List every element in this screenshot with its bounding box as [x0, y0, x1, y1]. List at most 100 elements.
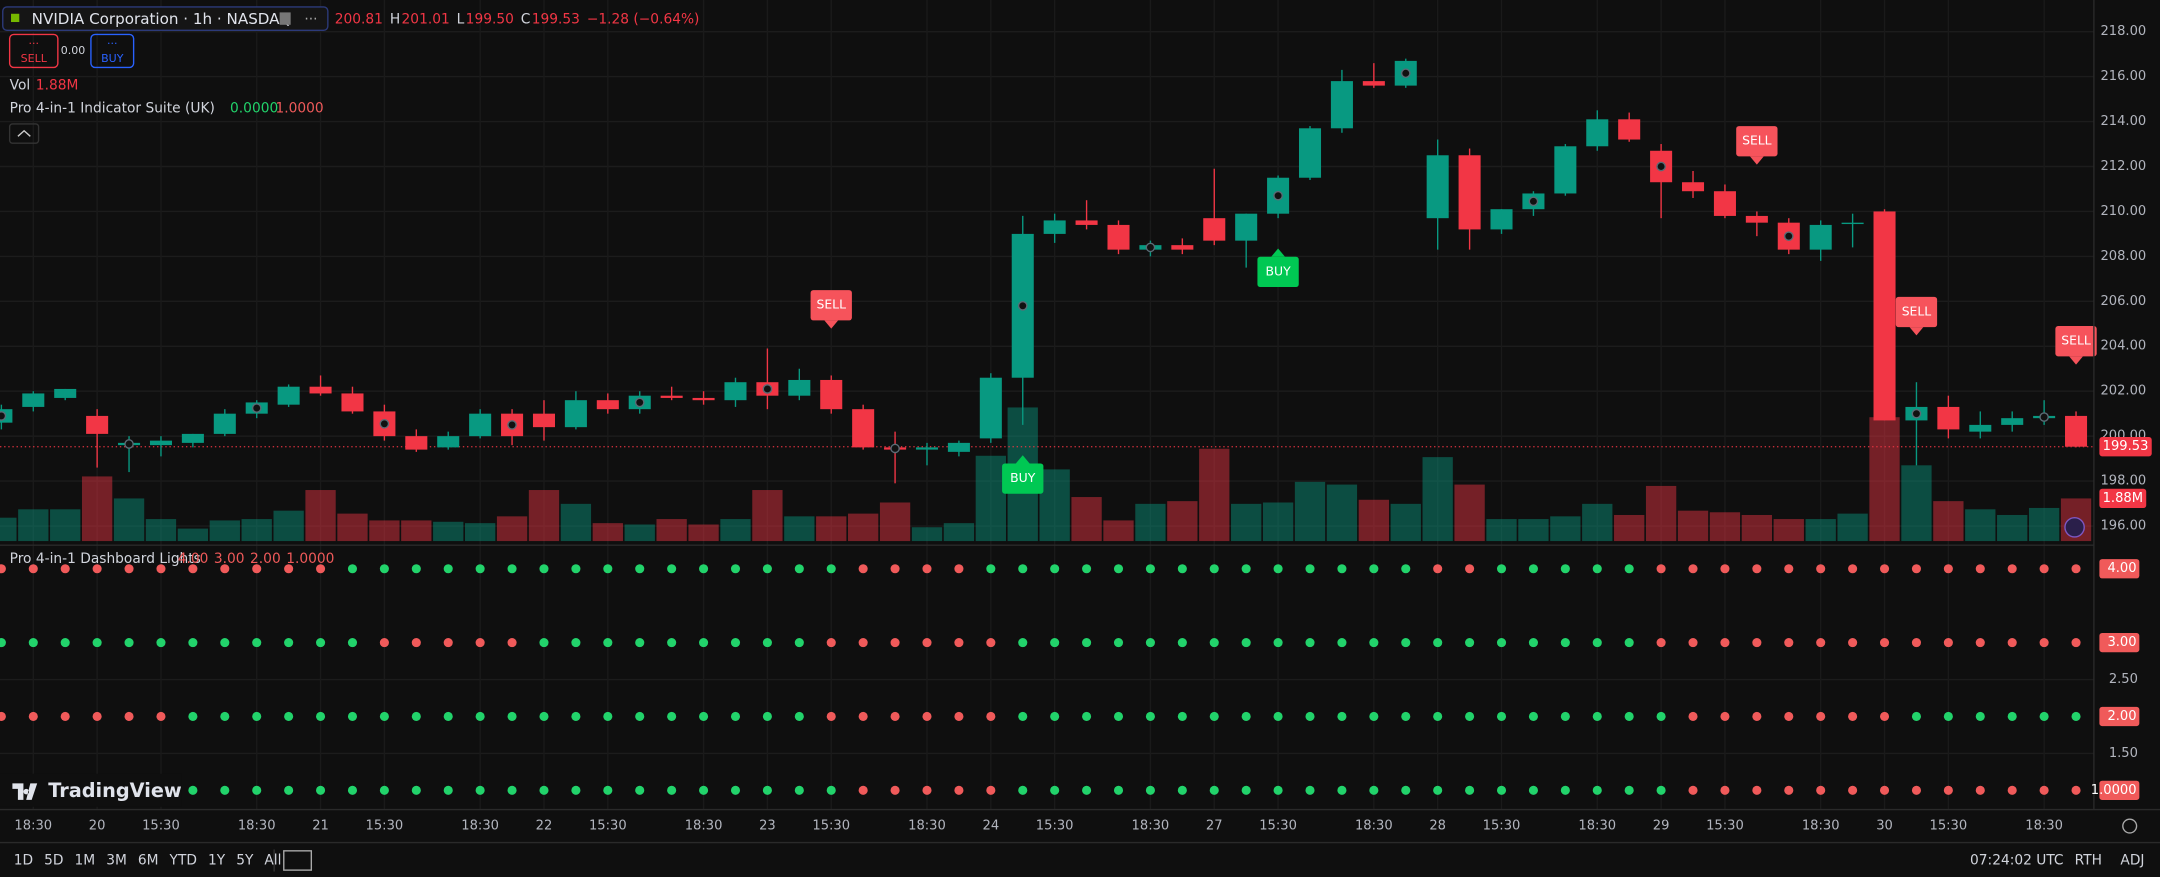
buy-quote: ···: [107, 37, 118, 50]
volume-bar: [433, 521, 464, 542]
signal-badge: [810, 290, 852, 321]
signal-dot: [794, 711, 804, 722]
signal-dot: [986, 638, 996, 648]
volume-bar: [1933, 501, 1964, 542]
signal-dot: [252, 711, 262, 722]
signal-dot: [1050, 638, 1060, 648]
candle-body: [1426, 155, 1449, 219]
signal-badge: [1895, 296, 1938, 328]
y-tick-label: 202.00: [2100, 384, 2146, 399]
signal-dot: [1401, 785, 1411, 795]
signal-dot: [284, 785, 294, 795]
volume-bar: [81, 476, 113, 542]
x-tick-label: 18:30: [2025, 819, 2063, 834]
range-button[interactable]: 1D: [14, 852, 33, 868]
signal-dot: [1273, 564, 1283, 574]
signal-dot: [762, 638, 772, 648]
signal-dot: [1496, 564, 1507, 574]
time-axis: 18:30 20 15:30 18:30 21 15:30 18:30 22 15:30 18:3…: [14, 819, 2063, 834]
signal-dot: [667, 711, 677, 722]
signal-dot: [635, 711, 645, 722]
sell-button[interactable]: [8, 33, 59, 69]
signal-label: SELL: [1902, 303, 1932, 318]
signal-dot: [1401, 564, 1411, 574]
volume-bar: [528, 490, 560, 542]
signal-dot: [475, 785, 485, 795]
signal-dot: [699, 638, 709, 648]
candle-marker: [1145, 242, 1156, 253]
calendar-icon[interactable]: [283, 850, 313, 871]
logo: TradingView: [0, 773, 182, 807]
signal-dot: [1720, 638, 1730, 648]
more-icon[interactable]: ···: [304, 11, 317, 27]
signal-dot: [1848, 638, 1858, 648]
signal-dot: [1943, 711, 1953, 722]
settings-icon[interactable]: [2122, 818, 2138, 834]
level-label: 4.00: [2107, 561, 2136, 576]
signal-dot: [188, 564, 198, 574]
candle-body: [1873, 211, 1896, 421]
signal-dot: [1911, 711, 1921, 722]
range-button[interactable]: 5D: [44, 852, 63, 868]
signal-dot: [1816, 638, 1826, 648]
signal-dot: [1496, 785, 1507, 795]
signal-dot: [954, 638, 964, 648]
level-badge: [2099, 559, 2140, 579]
session[interactable]: RTH: [2075, 852, 2102, 868]
symbol[interactable]: NVIDIA Corporation · 1h · NASDAQ: [32, 10, 292, 28]
range-button[interactable]: 3M: [106, 852, 127, 868]
range-button[interactable]: 1Y: [208, 852, 226, 868]
quote-value: 199.53: [532, 11, 580, 27]
signal-dot: [699, 711, 709, 722]
signal-dot: [858, 711, 868, 722]
signal-dot: [1369, 785, 1379, 795]
range-button[interactable]: 5Y: [236, 852, 254, 868]
volume-bar: [1103, 520, 1134, 542]
x-tick-label: 18:30: [238, 819, 276, 834]
candle-body: [2001, 418, 2024, 425]
toolbar: 07:24:02 UTC RTH ADJ 1D 5D 1M 3M 6M YTD 1Y 5Y Al…: [14, 516, 2144, 872]
candle-body: [1937, 406, 1960, 430]
buy-button[interactable]: [90, 33, 135, 69]
x-tick-label: 18:30: [461, 819, 499, 834]
signal-dot: [316, 711, 326, 722]
signal-dot: [794, 564, 804, 574]
symbol-box[interactable]: [2, 6, 329, 31]
signal-dot: [156, 638, 166, 648]
signal-dot: [1337, 638, 1347, 648]
signal-dot: [1720, 711, 1730, 722]
candle-body: [1203, 218, 1226, 241]
clock[interactable]: 07:24:02 UTC: [1970, 852, 2064, 868]
signal-dot: [1816, 785, 1826, 795]
adjust[interactable]: ADJ: [2120, 852, 2144, 868]
volume-bar: [1869, 417, 1900, 542]
candle-body: [469, 413, 492, 437]
signal-dot: [1784, 711, 1794, 722]
volume-bar: [1486, 519, 1517, 542]
range-button[interactable]: All: [264, 852, 281, 868]
range-button[interactable]: 6M: [138, 852, 159, 868]
x-tick-label: 15:30: [1483, 819, 1521, 834]
signal-dot: [1465, 638, 1475, 648]
signal-dot: [507, 638, 517, 648]
signal-dot: [92, 711, 102, 722]
level-label: 3.00: [2107, 635, 2136, 650]
candle-body: [564, 400, 587, 428]
signal-dot: [1688, 564, 1698, 574]
range-button[interactable]: YTD: [169, 852, 197, 868]
signal-dot: [1848, 785, 1858, 795]
signal-dot: [826, 711, 836, 722]
candle-marker: [1400, 68, 1411, 79]
range-button[interactable]: 1M: [75, 852, 96, 868]
level-badge: [2099, 632, 2140, 653]
signal-dot: [411, 785, 421, 795]
signal-dot: [730, 564, 741, 574]
collapse-button[interactable]: [8, 123, 40, 144]
signal-dot: [986, 564, 996, 574]
last-price-label: 199.53: [2103, 439, 2149, 454]
assistant-icon[interactable]: [2064, 516, 2085, 538]
x-tick-label: 18:30: [1578, 819, 1616, 834]
flag-icon[interactable]: [279, 12, 291, 25]
signal-dot: [188, 785, 198, 795]
candle-body: [1075, 220, 1098, 225]
